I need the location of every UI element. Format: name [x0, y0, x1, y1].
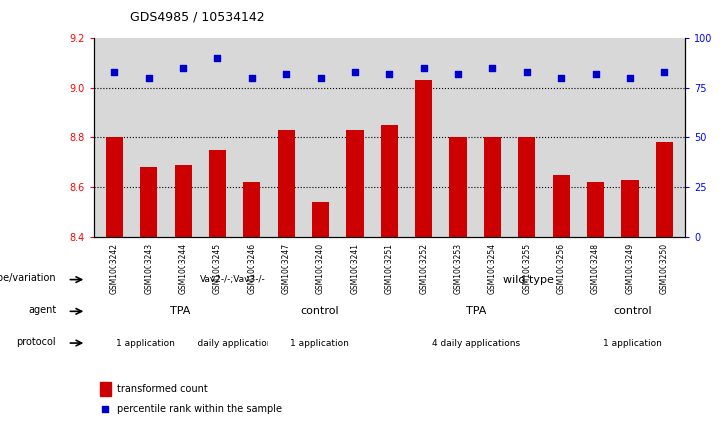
Text: agent: agent — [28, 305, 56, 315]
Text: Vav2-/-;Vav3-/-: Vav2-/-;Vav3-/- — [200, 275, 266, 284]
Bar — [415, 80, 433, 237]
Bar — [552, 175, 570, 237]
Bar — [381, 125, 398, 237]
Text: control: control — [614, 306, 652, 316]
Point — [418, 65, 430, 71]
Bar — [622, 180, 639, 237]
Text: TPA: TPA — [170, 306, 191, 316]
Point — [143, 74, 154, 81]
Text: 1 application: 1 application — [291, 338, 349, 348]
Point — [280, 71, 292, 77]
Text: transformed count: transformed count — [117, 384, 208, 394]
Bar — [243, 182, 260, 237]
Point — [452, 71, 464, 77]
Bar — [449, 137, 466, 237]
Point — [109, 69, 120, 75]
Point — [521, 69, 533, 75]
Text: GDS4985 / 10534142: GDS4985 / 10534142 — [130, 11, 265, 24]
Point — [315, 74, 327, 81]
Text: 4 daily applications: 4 daily applications — [432, 338, 521, 348]
Bar — [655, 143, 673, 237]
Text: 1 application: 1 application — [603, 338, 662, 348]
Text: genotype/variation: genotype/variation — [0, 273, 56, 283]
Point — [590, 71, 601, 77]
Point — [658, 69, 670, 75]
Bar — [346, 130, 363, 237]
Bar — [140, 167, 157, 237]
Text: wild type: wild type — [503, 275, 554, 285]
Bar — [518, 137, 536, 237]
Bar — [587, 182, 604, 237]
Point — [246, 74, 257, 81]
Bar — [278, 130, 295, 237]
Point — [384, 71, 395, 77]
Point — [624, 74, 636, 81]
Point — [349, 69, 360, 75]
Text: 4 daily applications: 4 daily applications — [189, 338, 277, 348]
Point — [177, 65, 189, 71]
Point — [555, 74, 567, 81]
Bar — [484, 137, 501, 237]
Text: percentile rank within the sample: percentile rank within the sample — [117, 404, 282, 415]
Text: 1 application: 1 application — [117, 338, 175, 348]
Text: protocol: protocol — [17, 337, 56, 346]
Bar — [99, 382, 111, 396]
Text: control: control — [301, 306, 339, 316]
Text: TPA: TPA — [466, 306, 487, 316]
Bar — [174, 165, 192, 237]
Bar — [312, 202, 329, 237]
Bar — [106, 137, 123, 237]
Bar — [209, 150, 226, 237]
Point — [487, 65, 498, 71]
Point — [99, 406, 111, 413]
Point — [212, 55, 224, 61]
